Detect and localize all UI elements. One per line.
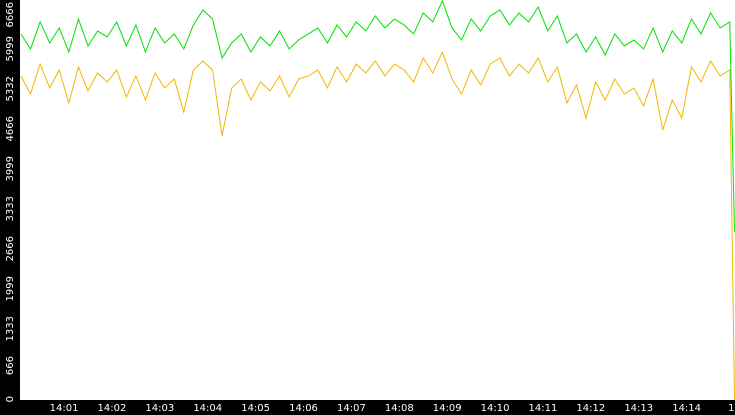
y-axis-strip xyxy=(0,0,20,415)
y-tick-label: 3333 xyxy=(5,196,16,221)
x-tick-label: 14:04 xyxy=(193,403,222,414)
y-tick-label: 1999 xyxy=(5,276,16,301)
x-tick-label: 14:10 xyxy=(481,403,510,414)
x-tick-label: 14:01 xyxy=(50,403,79,414)
x-tick-label: 14:13 xyxy=(624,403,653,414)
y-tick-label: 666 xyxy=(5,356,16,375)
x-tick-label: 14:09 xyxy=(433,403,462,414)
y-tick-label: 2666 xyxy=(5,236,16,261)
x-tick-label: 14:02 xyxy=(98,403,127,414)
x-tick-label: 14:03 xyxy=(145,403,174,414)
y-tick-label: 6666 xyxy=(5,2,16,27)
x-tick-label: 14:11 xyxy=(529,403,558,414)
x-tick-label: 14:14 xyxy=(672,403,701,414)
series-line xyxy=(20,0,735,232)
x-tick-label: 14:12 xyxy=(576,403,605,414)
y-tick-label: 3999 xyxy=(5,156,16,181)
series-line xyxy=(20,50,735,401)
x-tick-label: 14 xyxy=(728,403,735,414)
y-tick-label: 1333 xyxy=(5,316,16,341)
x-tick-label: 14:05 xyxy=(241,403,270,414)
x-tick-label: 14:07 xyxy=(337,403,366,414)
x-tick-label: 14:08 xyxy=(385,403,414,414)
y-tick-label: 4666 xyxy=(5,116,16,141)
y-tick-label: 5332 xyxy=(5,76,16,101)
y-tick-label: 5999 xyxy=(5,36,16,61)
x-axis-strip xyxy=(0,400,735,415)
x-tick-label: 14:06 xyxy=(289,403,318,414)
y-tick-label: 0 xyxy=(5,396,16,402)
